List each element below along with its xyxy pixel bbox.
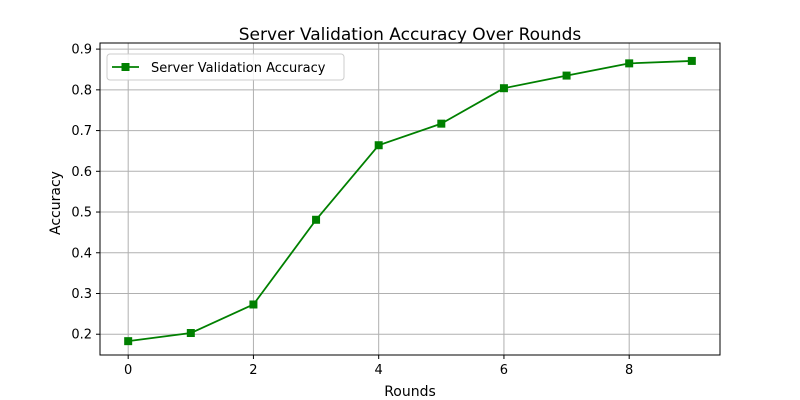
y-tick-label: 0.3 (71, 287, 92, 302)
data-point-marker (312, 215, 321, 224)
series-layer (124, 56, 696, 346)
y-tick-label: 0.7 (71, 124, 92, 139)
data-point-marker (499, 84, 508, 93)
data-point-marker (625, 59, 634, 68)
x-tick-label: 8 (625, 363, 633, 378)
data-point-marker (124, 337, 133, 346)
y-tick-label: 0.4 (71, 246, 92, 261)
x-tick-label: 4 (375, 363, 383, 378)
data-point-marker (374, 141, 383, 150)
y-tick-label: 0.2 (71, 328, 92, 343)
legend-label: Server Validation Accuracy (151, 61, 326, 76)
data-point-marker (562, 71, 571, 80)
data-point-marker (249, 300, 258, 309)
grid-lines (100, 43, 720, 355)
data-point-marker (186, 329, 195, 338)
y-tick-label: 0.5 (71, 206, 92, 221)
x-tick-label: 6 (500, 363, 508, 378)
x-tick-label: 2 (249, 363, 257, 378)
y-axis-label: Accuracy (48, 171, 64, 235)
data-point-marker (437, 119, 446, 128)
x-axis-label: Rounds (384, 384, 436, 400)
y-tick-label: 0.9 (71, 43, 92, 58)
chart-title: Server Validation Accuracy Over Rounds (239, 25, 582, 45)
x-tick-label: 0 (124, 363, 132, 378)
legend: Server Validation Accuracy (106, 53, 345, 81)
y-tick-label: 0.8 (71, 83, 92, 98)
data-point-marker (687, 56, 696, 65)
y-tick-label: 0.6 (71, 165, 92, 180)
axis-ticks: 0 2 4 6 8 0.2 0.3 0.4 0.5 0.6 0.7 0.8 0.9 (71, 43, 633, 378)
legend-marker-swatch (121, 63, 130, 71)
legend-box (106, 53, 345, 81)
plot-area-frame (99, 42, 721, 356)
series-line (128, 60, 692, 343)
